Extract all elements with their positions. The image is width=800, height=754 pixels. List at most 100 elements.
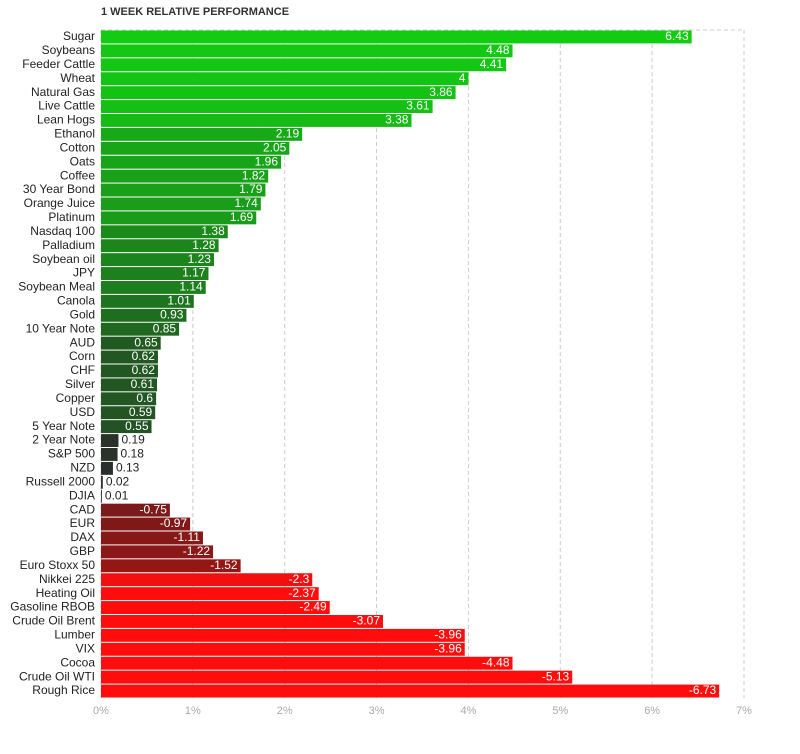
value-label: 1.38 bbox=[201, 224, 225, 238]
value-label: -3.96 bbox=[434, 641, 462, 655]
bar bbox=[101, 628, 465, 642]
bar bbox=[101, 559, 241, 573]
bar bbox=[101, 58, 507, 72]
value-label: -0.97 bbox=[160, 516, 188, 530]
x-tick-label: 0% bbox=[93, 705, 109, 717]
bar bbox=[101, 406, 156, 420]
category-label: Ethanol bbox=[54, 127, 95, 141]
category-label: Live Cattle bbox=[38, 99, 95, 113]
category-label: Cotton bbox=[60, 140, 95, 154]
value-label: 1.96 bbox=[255, 154, 279, 168]
bar bbox=[101, 684, 720, 698]
category-label: Lean Hogs bbox=[37, 113, 95, 127]
category-label: DAX bbox=[70, 530, 95, 544]
category-label: Gold bbox=[70, 307, 95, 321]
bar bbox=[101, 141, 290, 155]
bar bbox=[101, 364, 158, 378]
bar bbox=[101, 420, 152, 434]
category-label: Orange Juice bbox=[24, 196, 96, 210]
value-label: 3.61 bbox=[406, 99, 430, 113]
value-label: 0.01 bbox=[105, 488, 129, 502]
value-label: 2.19 bbox=[276, 127, 300, 141]
bar bbox=[101, 100, 433, 113]
bar bbox=[101, 336, 161, 350]
value-label: -4.48 bbox=[482, 655, 510, 669]
value-label: -2.49 bbox=[299, 600, 327, 614]
category-label: 5 Year Note bbox=[32, 419, 95, 433]
category-label: EUR bbox=[70, 516, 96, 530]
bar bbox=[101, 392, 157, 406]
value-label: -1.11 bbox=[173, 530, 200, 544]
value-label: -2.3 bbox=[289, 572, 310, 586]
x-tick-label: 4% bbox=[460, 705, 476, 717]
category-label: Canola bbox=[57, 294, 95, 308]
category-label: Platinum bbox=[48, 210, 95, 224]
bar bbox=[101, 461, 113, 475]
category-label: Silver bbox=[65, 377, 95, 391]
bar bbox=[101, 615, 384, 628]
bar bbox=[101, 127, 303, 141]
x-tick-label: 2% bbox=[277, 705, 293, 717]
category-label: Soybeans bbox=[42, 43, 95, 57]
category-label: Sugar bbox=[63, 29, 95, 43]
category-label: CHF bbox=[70, 363, 95, 377]
value-label: 0.62 bbox=[132, 363, 156, 377]
value-label: 0.55 bbox=[125, 419, 149, 433]
bar bbox=[101, 30, 692, 44]
category-label: Wheat bbox=[60, 71, 95, 85]
category-label: Rough Rice bbox=[32, 683, 95, 697]
value-label: 1.69 bbox=[230, 210, 254, 224]
value-label: 0.59 bbox=[129, 405, 153, 419]
category-label: Natural Gas bbox=[31, 85, 95, 99]
bar bbox=[101, 601, 330, 614]
value-label: 0.02 bbox=[106, 474, 130, 488]
category-label: USD bbox=[70, 405, 96, 419]
bar bbox=[101, 350, 158, 364]
value-label: 0.13 bbox=[116, 461, 140, 475]
bar bbox=[101, 294, 194, 308]
category-label: 10 Year Note bbox=[26, 321, 96, 335]
category-label: Oats bbox=[70, 154, 95, 168]
bar bbox=[101, 322, 180, 336]
category-label: CAD bbox=[70, 502, 96, 516]
x-tick-label: 6% bbox=[644, 705, 660, 717]
value-label: 4.48 bbox=[486, 43, 510, 57]
value-label: 1.23 bbox=[188, 252, 212, 266]
category-label: JPY bbox=[73, 266, 95, 280]
x-tick-label: 3% bbox=[369, 705, 385, 717]
value-label: -1.22 bbox=[183, 544, 211, 558]
value-label: 0.61 bbox=[131, 377, 155, 391]
bar bbox=[101, 114, 412, 127]
value-label: 0.19 bbox=[121, 433, 145, 447]
value-label: -2.37 bbox=[288, 586, 316, 600]
value-label: 2.05 bbox=[263, 140, 287, 154]
category-label: VIX bbox=[76, 641, 95, 655]
bar bbox=[101, 169, 269, 183]
category-label: Cocoa bbox=[60, 655, 95, 669]
value-label: 1.82 bbox=[242, 168, 266, 182]
value-label: 0.6 bbox=[136, 391, 153, 405]
category-label: Nasdaq 100 bbox=[30, 224, 95, 238]
value-label: 3.86 bbox=[429, 85, 453, 99]
value-label: 0.62 bbox=[132, 349, 156, 363]
bar bbox=[101, 475, 103, 489]
bar bbox=[101, 670, 573, 684]
value-label: -3.96 bbox=[434, 628, 462, 642]
value-label: 1.28 bbox=[192, 238, 216, 252]
category-label: Soybean Meal bbox=[18, 280, 95, 294]
value-label: -5.13 bbox=[542, 669, 570, 683]
value-label: 3.38 bbox=[385, 113, 409, 127]
bar bbox=[101, 211, 257, 225]
value-label: 6.43 bbox=[665, 29, 689, 43]
category-label: Nikkei 225 bbox=[39, 572, 95, 586]
bar bbox=[101, 197, 261, 211]
value-label: 1.79 bbox=[239, 182, 263, 196]
category-label: AUD bbox=[70, 335, 96, 349]
category-label: 2 Year Note bbox=[32, 433, 95, 447]
value-label: 0.93 bbox=[160, 307, 184, 321]
category-label: Gasoline RBOB bbox=[10, 600, 95, 614]
bar bbox=[101, 378, 158, 392]
bar bbox=[101, 183, 266, 197]
category-label: S&P 500 bbox=[48, 447, 95, 461]
